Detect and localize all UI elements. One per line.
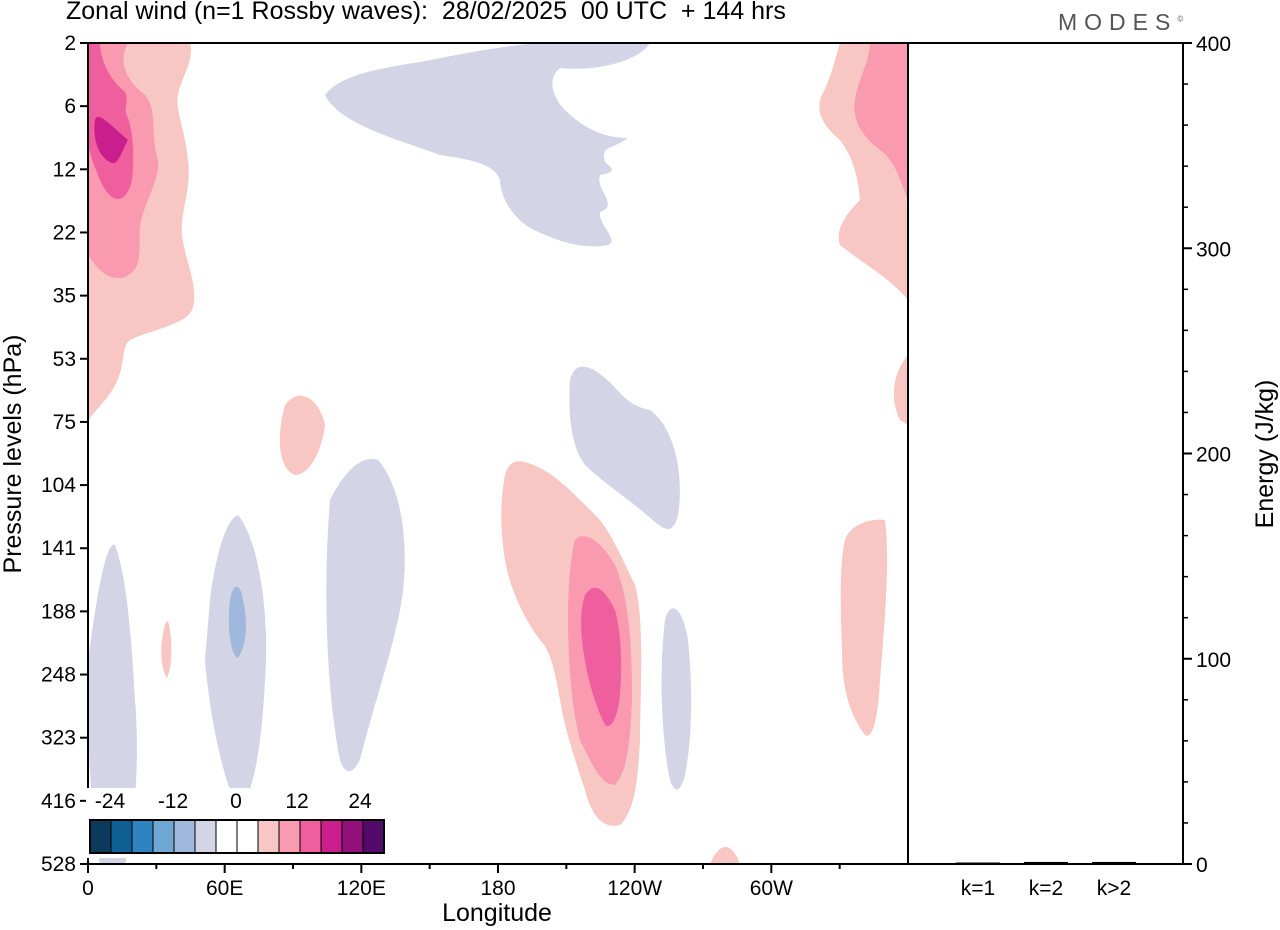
contour-pos-pacific-core [581, 587, 622, 726]
x-tick-label: 60E [206, 877, 243, 900]
x-tick-label: 60W [750, 877, 793, 900]
brand-mark: © [1177, 14, 1184, 24]
contour-neg-west [88, 544, 137, 864]
colorbar-swatch [89, 819, 112, 854]
energy-tick-label: 0 [1196, 854, 1208, 877]
x-axis: 0 60E 120E 180 120W 60W [82, 864, 841, 900]
contour-neg-60e [205, 515, 267, 810]
energy-plot-frame [907, 42, 1184, 865]
contour-neg-130w [661, 608, 692, 790]
y-tick-label: 6 [64, 95, 76, 118]
contour-field [88, 43, 908, 864]
energy-axis-title: Energy (J/kg) [1251, 380, 1279, 529]
contour-neg-60e-core [228, 586, 246, 658]
energy-bars: k=1 k=2 k>2 [956, 861, 1136, 900]
y-axis-title: Pressure levels (hPa) [0, 335, 27, 574]
energy-tick-label: 400 [1196, 33, 1231, 56]
y-axis: 2 6 12 22 35 53 75 104 141 188 248 323 416 528 [41, 32, 88, 876]
x-tick-label: 0 [82, 877, 94, 900]
y-tick-label: 528 [41, 853, 76, 876]
contour-neg-120e [326, 459, 405, 772]
colorbar-swatch [257, 819, 280, 854]
contour-pos-right-edge [893, 355, 908, 425]
colorbar-swatch [320, 819, 343, 854]
contour-neg-upper [325, 43, 650, 247]
colorbar-swatch [341, 819, 364, 854]
y-tick-label: 2 [64, 32, 76, 55]
energy-bar [1024, 861, 1068, 864]
chart-title: Zonal wind (n=1 Rossby waves): 28/02/202… [66, 0, 786, 25]
energy-category-label: k=2 [1029, 877, 1063, 900]
colorbar-swatch [110, 819, 133, 854]
contour-pos-bottom [710, 847, 740, 864]
x-tick-label: 120W [607, 877, 662, 900]
contour-pos-upper-left-max [94, 116, 128, 164]
y-tick-label: 22 [53, 221, 76, 244]
y-tick-label: 323 [41, 727, 76, 750]
y-tick-label: 75 [53, 411, 76, 434]
colorbar-swatch [278, 819, 301, 854]
colorbar-label: 0 [230, 790, 242, 813]
y-tick-label: 416 [41, 790, 76, 813]
y-tick-label: 53 [53, 348, 76, 371]
contour-pos-upper-right-inner [854, 43, 908, 200]
contour-pos-upper-left-core [88, 43, 134, 199]
brand-name: MODES [1058, 9, 1178, 35]
contour-pos-small [161, 621, 172, 678]
colorbar-label: 24 [348, 790, 372, 813]
energy-axis: 0 100 200 300 400 [1183, 33, 1231, 877]
y-tick-label: 12 [53, 158, 76, 181]
colorbar-swatch [299, 819, 322, 854]
energy-bar [956, 862, 1000, 864]
contour-pos-east [840, 519, 888, 736]
x-axis-title: Longitude [442, 899, 552, 927]
colorbar-swatch [215, 819, 238, 854]
colorbar-swatch [362, 819, 385, 854]
energy-tick-label: 200 [1196, 444, 1231, 467]
colorbar-swatch [194, 819, 217, 854]
contour-neg-180 [569, 366, 680, 530]
energy-category-label: k>2 [1097, 877, 1131, 900]
x-tick-label: 120E [337, 877, 386, 900]
colorbar-frame [89, 819, 385, 854]
y-tick-label: 35 [53, 285, 76, 308]
colorbar: -24 -12 0 12 24 [86, 788, 385, 858]
colorbar-swatch [131, 819, 154, 854]
colorbar-swatch [236, 819, 259, 854]
colorbar-swatch [152, 819, 175, 854]
colorbar-swatch [173, 819, 196, 854]
energy-category-label: k=1 [961, 877, 995, 900]
x-tick-label: 180 [480, 877, 515, 900]
brand-logo: MODES© [1058, 9, 1183, 36]
colorbar-label: -24 [95, 790, 126, 813]
y-tick-label: 141 [41, 537, 76, 560]
energy-bar [1092, 861, 1136, 864]
colorbar-label: 12 [285, 790, 308, 813]
energy-tick-label: 100 [1196, 649, 1231, 672]
y-tick-label: 188 [41, 600, 76, 623]
contour-pos-mid [279, 395, 325, 475]
colorbar-label: -12 [158, 790, 188, 813]
y-tick-label: 248 [41, 664, 76, 687]
y-tick-label: 104 [41, 474, 76, 497]
energy-tick-label: 300 [1196, 238, 1231, 261]
